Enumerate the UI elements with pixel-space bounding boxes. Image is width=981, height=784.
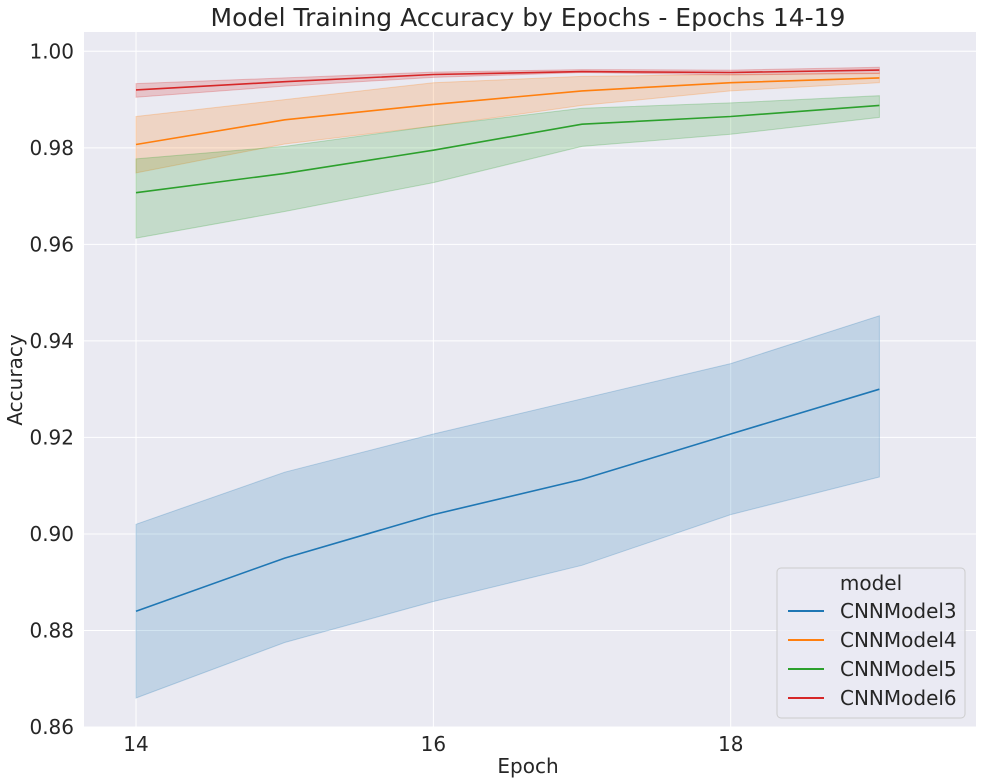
x-tick-label: 18 [718,732,743,756]
legend-title: model [840,571,902,595]
legend-label-cnnmodel3: CNNModel3 [840,599,957,623]
x-axis-label: Epoch [497,754,558,778]
band-cnnmodel4 [135,72,880,174]
legend: model CNNModel3 CNNModel4 CNNModel5 CNNMode… [776,567,966,719]
line-cnnmodel4 [135,77,880,146]
y-tick-label: 1.00 [29,39,74,63]
series-lines [135,69,880,612]
grid [84,32,976,728]
y-tick-label: 0.90 [29,522,74,546]
legend-label-cnnmodel6: CNNModel6 [840,686,957,710]
band-cnnmodel3 [135,315,880,699]
y-tick-label: 0.98 [29,136,74,160]
y-tick-label: 0.88 [29,618,74,642]
line-cnnmodel3 [135,388,880,612]
y-tick-label: 0.94 [29,329,74,353]
x-tick-labels: 14 16 18 [123,732,743,756]
y-tick-label: 0.92 [29,425,74,449]
y-tick-label: 0.96 [29,232,74,256]
chart-title: Model Training Accuracy by Epochs - Epoc… [211,3,846,32]
y-axis-label: Accuracy [3,334,27,425]
y-tick-label: 0.86 [29,715,74,739]
line-cnnmodel6 [135,69,880,91]
legend-label-cnnmodel5: CNNModel5 [840,657,957,681]
legend-box [776,567,966,719]
x-tick-label: 16 [421,732,446,756]
line-cnnmodel5 [135,104,880,194]
x-tick-label: 14 [123,732,148,756]
band-cnnmodel5 [135,95,880,239]
legend-label-cnnmodel4: CNNModel4 [840,628,957,652]
y-tick-labels: 0.86 0.88 0.90 0.92 0.94 0.96 0.98 1.00 [29,39,74,739]
